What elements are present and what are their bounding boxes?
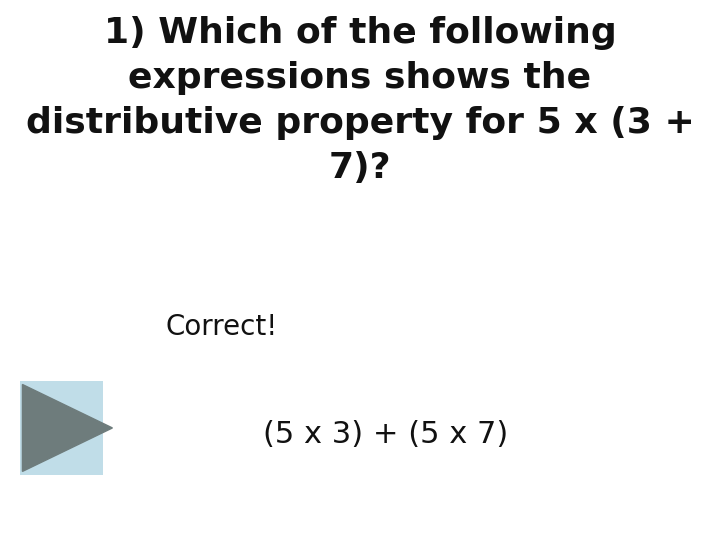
FancyBboxPatch shape bbox=[20, 381, 103, 475]
Text: (5 x 3) + (5 x 7): (5 x 3) + (5 x 7) bbox=[263, 420, 508, 449]
Polygon shape bbox=[22, 384, 112, 471]
Text: 1) Which of the following
expressions shows the
distributive property for 5 x (3: 1) Which of the following expressions sh… bbox=[26, 16, 694, 185]
Text: Correct!: Correct! bbox=[166, 313, 278, 341]
